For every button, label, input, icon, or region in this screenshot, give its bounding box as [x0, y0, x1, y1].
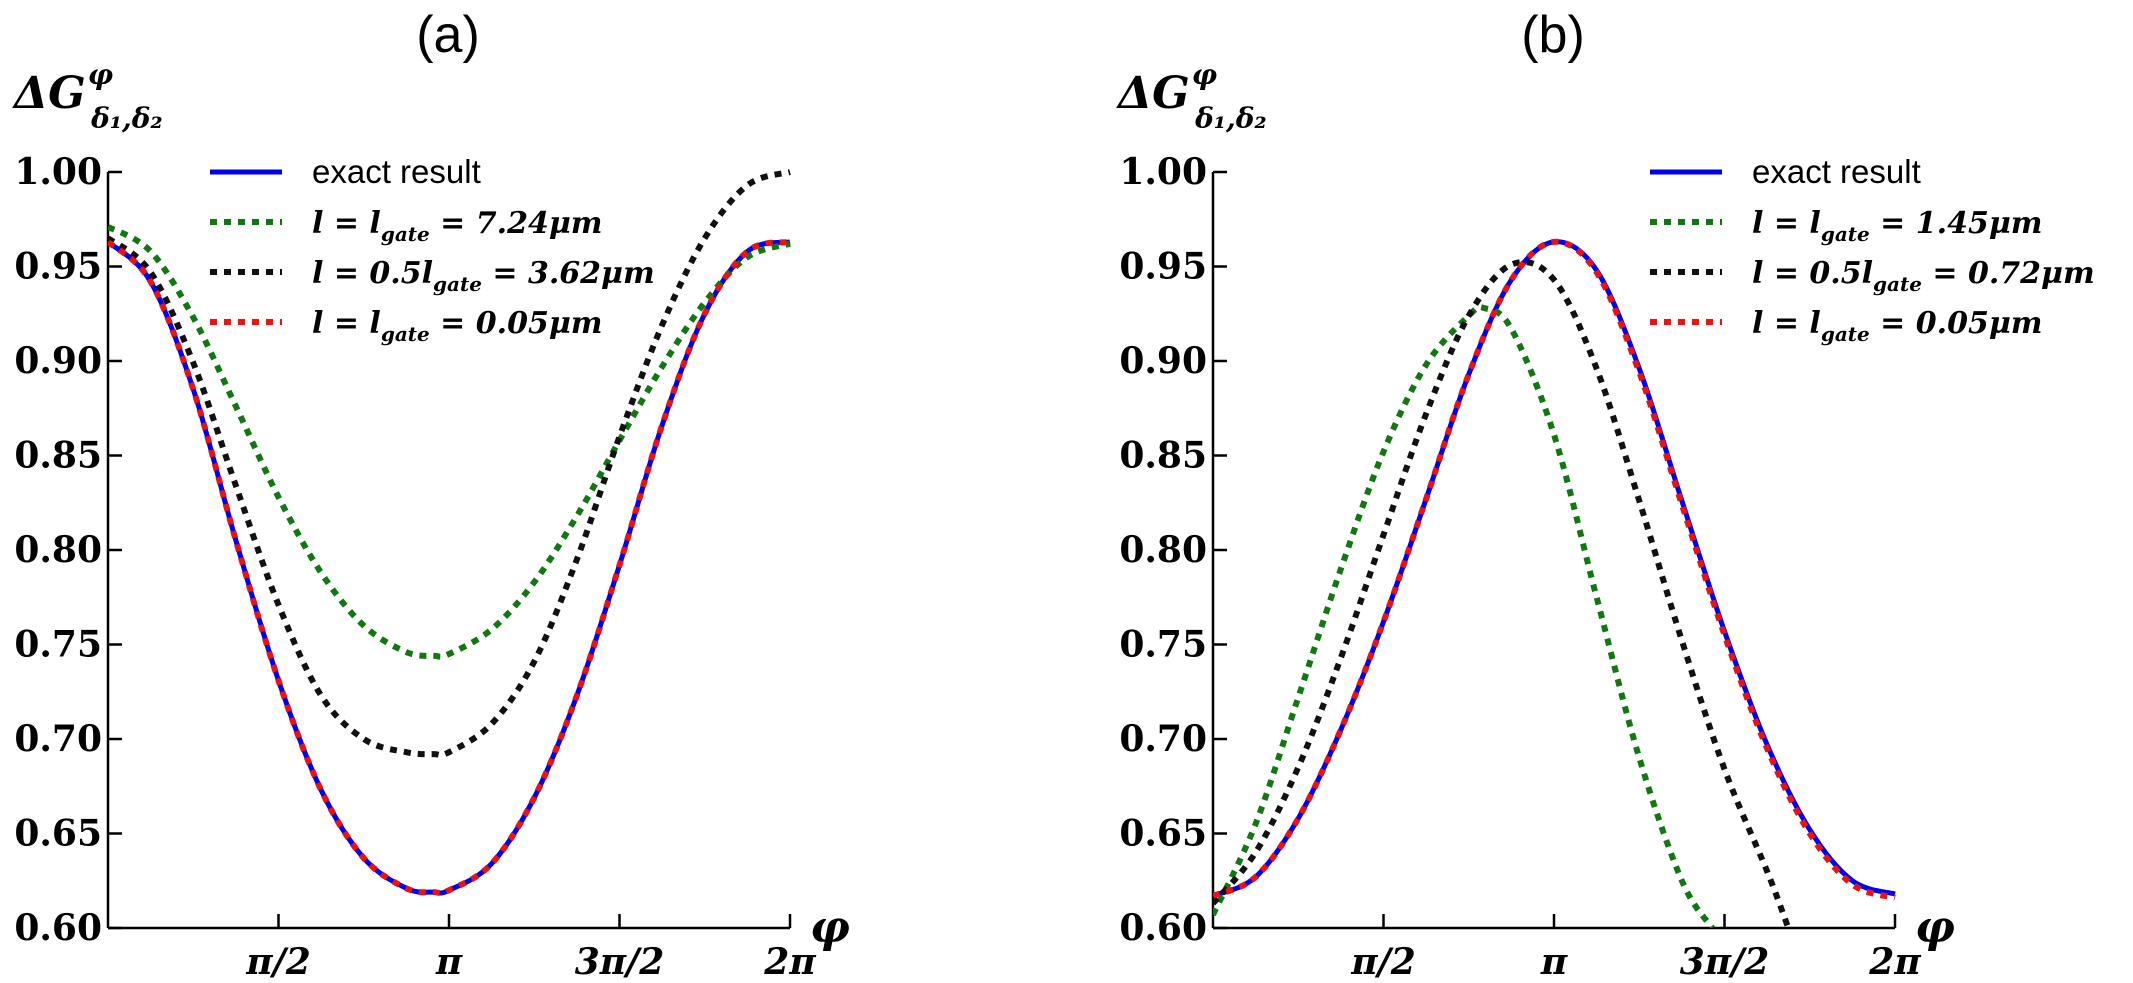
y-tick-label: 0.95 — [1119, 246, 1207, 288]
y-tick-label: 0.75 — [14, 624, 102, 666]
y-tick-label: 0.90 — [14, 340, 102, 382]
y-tick-label: 0.70 — [1119, 718, 1207, 760]
y-tick-label: 0.85 — [14, 435, 102, 477]
legend-label-1: l = lgate = 1.45μm — [1752, 206, 2043, 246]
x-tick-label: π/2 — [245, 941, 311, 983]
x-tick-label: π — [435, 941, 463, 983]
legend-label-2: l = 0.5lgate = 3.62μm — [312, 256, 655, 296]
x-axis-label: φ — [810, 902, 850, 953]
y-tick-label: 0.70 — [14, 718, 102, 760]
y-tick-label: 0.60 — [14, 907, 102, 949]
legend-label-3: l = lgate = 0.05μm — [1752, 306, 2043, 346]
y-tick-label: 0.90 — [1119, 340, 1207, 382]
y-tick-label: 0.85 — [1119, 435, 1207, 477]
x-tick-label: 3π/2 — [575, 941, 665, 983]
y-axis-label: ΔGφ δ₁,δ₂ — [12, 58, 163, 135]
legend-label-1: l = lgate = 7.24μm — [312, 206, 603, 246]
legend-label-2: l = 0.5lgate = 0.72μm — [1752, 256, 2095, 296]
series-line-3 — [1213, 238, 1896, 901]
x-tick-label: 3π/2 — [1680, 941, 1770, 983]
x-tick-label: 2π — [763, 941, 816, 983]
y-tick-label: 1.00 — [1119, 151, 1207, 193]
series-line-1 — [108, 224, 791, 660]
panel-title: (a) — [416, 6, 480, 64]
x-tick-label: 2π — [1868, 941, 1921, 983]
y-axis-label: ΔGφ δ₁,δ₂ — [1116, 58, 1267, 135]
y-tick-label: 0.80 — [1119, 529, 1207, 571]
legend-label-0: exact result — [312, 153, 481, 190]
y-tick-label: 0.95 — [14, 246, 102, 288]
legend-label-3: l = lgate = 0.05μm — [312, 306, 603, 346]
series-line-2 — [108, 169, 791, 759]
panel-a: (a) ΔGφ δ₁,δ₂ 0.60 0.65 0.70 0.75 0.80 0.85 0.90 0… — [12, 6, 850, 983]
x-tick-label: π — [1540, 941, 1568, 983]
series-line-3 — [108, 238, 791, 897]
panel-b: (b) ΔGφ δ₁,δ₂ 0.60 0.65 0.70 0.75 0.80 0.85 0.90 0… — [1116, 6, 2095, 983]
y-tick-label: 0.75 — [1119, 624, 1207, 666]
y-tick-label: 0.65 — [1119, 813, 1207, 855]
y-tick-label: 0.80 — [14, 529, 102, 571]
x-tick-label: π/2 — [1350, 941, 1416, 983]
y-tick-label: 1.00 — [14, 151, 102, 193]
series-line-2 — [1213, 258, 1792, 928]
legend-label-0: exact result — [1752, 153, 1921, 190]
panel-title: (b) — [1521, 6, 1585, 64]
x-axis-label: φ — [1915, 902, 1955, 953]
y-tick-label: 0.60 — [1119, 907, 1207, 949]
y-tick-label: 0.65 — [14, 813, 102, 855]
